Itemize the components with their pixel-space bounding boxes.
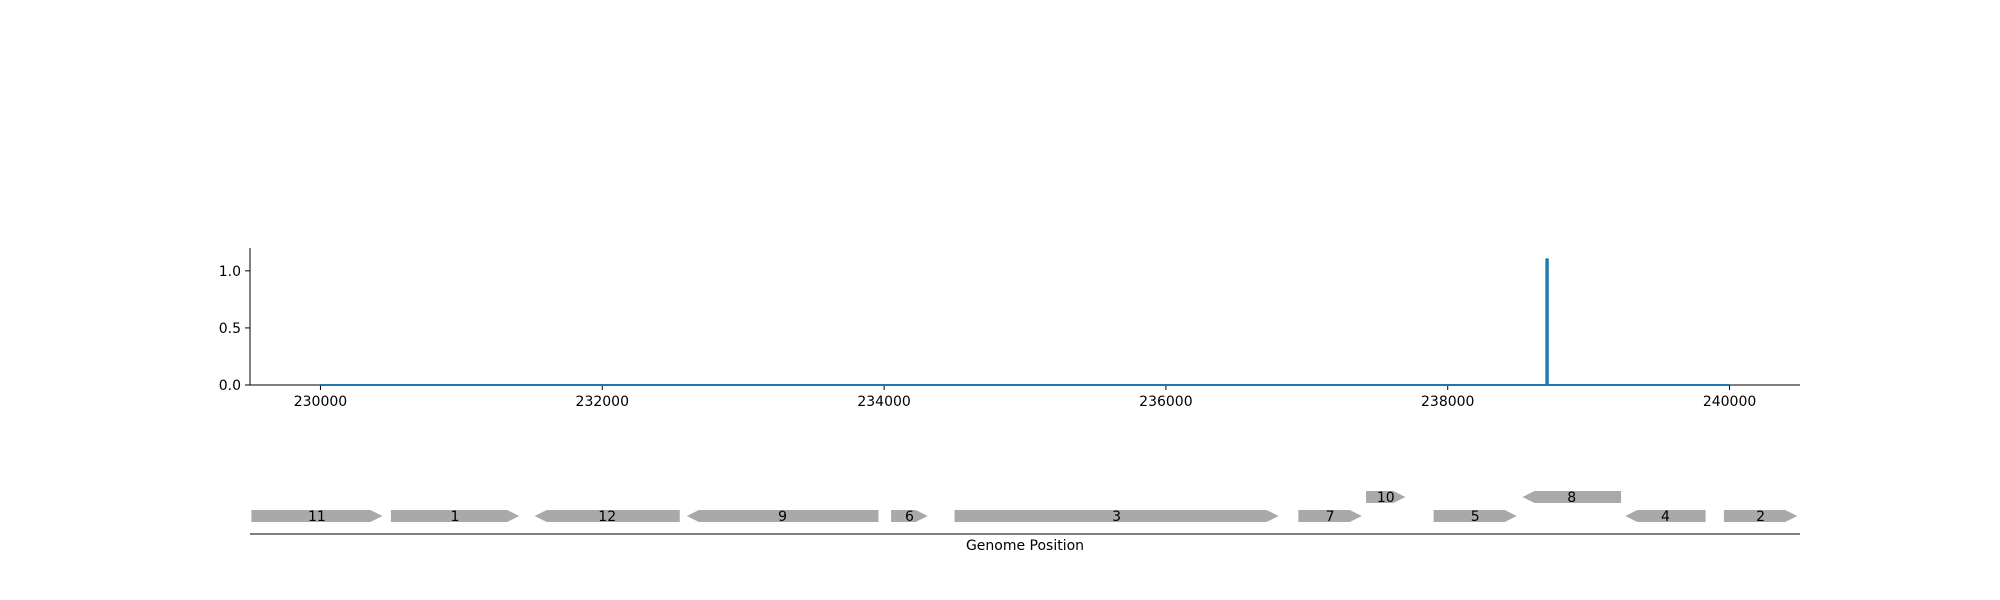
gene-label: 7 <box>1326 509 1335 525</box>
x-tick-label: 238000 <box>1421 394 1474 410</box>
gene-label: 1 <box>451 509 460 525</box>
gene-arrow <box>954 510 1279 522</box>
signal-line <box>320 258 1730 386</box>
gene-arrow <box>534 510 680 522</box>
y-tick-label: 0.0 <box>219 378 241 394</box>
gene-label: 2 <box>1756 509 1765 525</box>
gene-arrow <box>1522 491 1622 503</box>
gene-label: 10 <box>1377 490 1395 506</box>
gene-label: 11 <box>308 509 326 525</box>
gene-arrow <box>686 510 879 522</box>
gene-arrow <box>891 510 928 522</box>
gene-label: 5 <box>1471 509 1480 525</box>
x-tick-label: 234000 <box>857 394 910 410</box>
gene-label: 9 <box>778 509 787 525</box>
gene-arrow <box>251 510 383 522</box>
gene-label: 8 <box>1567 490 1576 506</box>
gene-arrow <box>1625 510 1706 522</box>
gene-arrow <box>1433 510 1517 522</box>
gene-arrow <box>1723 510 1798 522</box>
gene-arrow <box>1366 491 1406 503</box>
x-axis-label: Genome Position <box>966 538 1084 554</box>
gene-label: 12 <box>598 509 616 525</box>
gene-label: 6 <box>905 509 914 525</box>
gene-label: 3 <box>1112 509 1121 525</box>
x-tick-label: 240000 <box>1703 394 1756 410</box>
x-tick-label: 232000 <box>576 394 629 410</box>
gene-label: 4 <box>1661 509 1670 525</box>
x-tick-label: 236000 <box>1139 394 1192 410</box>
gene-arrow <box>1298 510 1362 522</box>
x-tick-label: 230000 <box>294 394 347 410</box>
gene-arrow <box>390 510 520 522</box>
y-tick-label: 1.0 <box>219 264 241 280</box>
y-tick-label: 0.5 <box>219 321 241 337</box>
signal-plot: 230000 232000 234000 236000 238000 240000 0.0 0… <box>219 248 1800 410</box>
